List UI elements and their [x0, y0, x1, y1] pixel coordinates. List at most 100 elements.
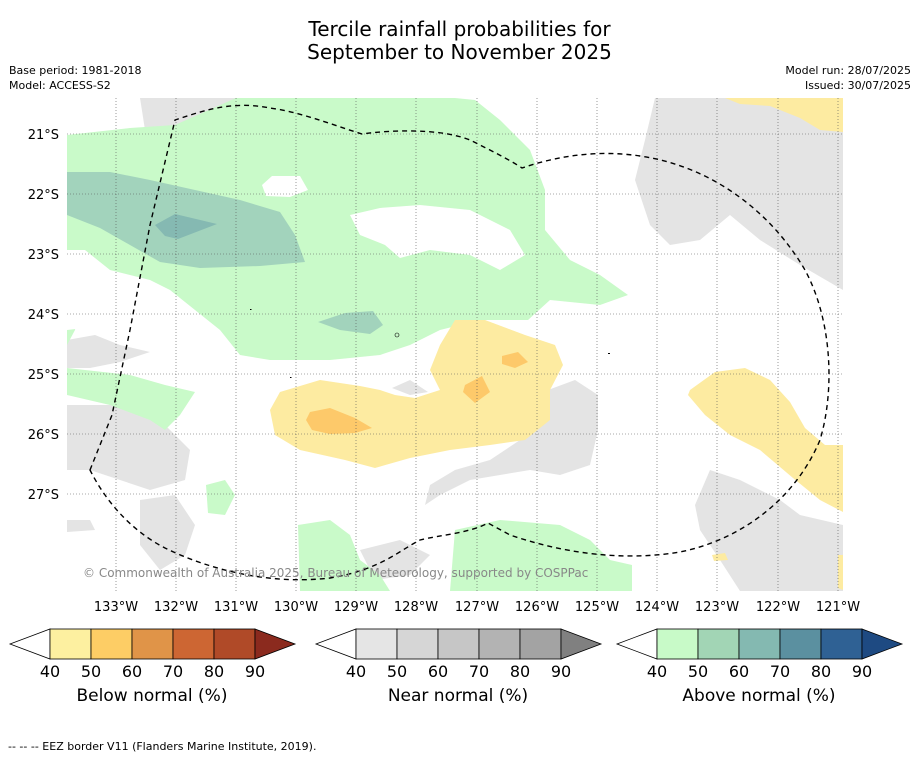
colorbar-segment — [90, 628, 133, 660]
latitude-label: 23°S — [28, 248, 59, 263]
below-normal-legend-label: Below normal (%) — [76, 686, 228, 706]
base-period: Base period: 1981-2018 — [9, 64, 142, 77]
below-normal-40-patch — [725, 98, 843, 132]
colorbar-tick-label: 40 — [647, 662, 667, 681]
title-line-1: Tercile rainfall probabilities for — [308, 17, 611, 41]
colorbar-segment — [738, 628, 781, 660]
colorbar-tick-label: 70 — [770, 662, 790, 681]
map-speck — [394, 332, 400, 338]
colorbars: 40 50 60 70 80 90 40 50 60 70 80 90 40 50 60 70 80 90 — [8, 628, 904, 681]
colorbar-segment — [355, 628, 398, 660]
longitude-label: 126°W — [515, 600, 559, 615]
colorbar-tick-label: 40 — [40, 662, 60, 681]
colorbar-tick-label: 50 — [81, 662, 101, 681]
map-area: © Commonwealth of Australia 2025, Bureau… — [67, 98, 843, 591]
colorbar-segment — [478, 628, 521, 660]
issued-date: Issued: 30/07/2025 — [804, 79, 911, 92]
colorbar-segment — [656, 628, 699, 660]
longitude-label: 128°W — [394, 600, 438, 615]
colorbar-segment — [49, 628, 92, 660]
colorbar: 40 50 60 70 80 90 — [8, 628, 297, 681]
latitude-label: 26°S — [28, 428, 59, 443]
latitude-labels: 21°S 22°S 23°S 24°S 25°S 26°S 27°S — [28, 128, 59, 503]
title: Tercile rainfall probabilities for Septe… — [0, 18, 919, 64]
colorbar-segment — [820, 628, 863, 660]
near-normal-patch — [392, 380, 428, 395]
colorbar-high-extend — [560, 628, 603, 660]
map-speck — [608, 353, 610, 354]
longitude-labels: 133°W 132°W 131°W 130°W 129°W 128°W 127°W 126°W… — [94, 600, 860, 615]
colorbar-segment — [172, 628, 215, 660]
colorbar-low-extend — [314, 628, 357, 660]
colorbar: 40 50 60 70 80 90 — [314, 628, 603, 681]
colorbar-tick-label: 50 — [688, 662, 708, 681]
map-speck — [290, 377, 292, 378]
above-normal-40-patch — [67, 98, 628, 360]
colorbar-tick-label: 70 — [163, 662, 183, 681]
colorbar-segment — [213, 628, 256, 660]
colorbar-tick-label: 80 — [811, 662, 831, 681]
colorbar-segment — [779, 628, 822, 660]
colorbar-segment — [396, 628, 439, 660]
colorbar: 40 50 60 70 80 90 — [615, 628, 904, 681]
near-normal-legend-label: Near normal (%) — [387, 686, 529, 706]
near-normal-patch — [67, 520, 95, 532]
colorbar-tick-label: 80 — [510, 662, 530, 681]
below-normal-40-patch — [838, 555, 843, 590]
below-normal-40-patch — [712, 553, 728, 561]
gridlines — [67, 98, 843, 591]
colorbar-high-extend — [861, 628, 904, 660]
eez-footnote: -- -- -- EEZ border V11 (Flanders Marine… — [8, 740, 317, 753]
longitude-label: 123°W — [695, 600, 739, 615]
above-normal-40-patch — [67, 368, 195, 430]
longitude-label: 133°W — [94, 600, 138, 615]
latitude-label: 25°S — [28, 368, 59, 383]
longitude-label: 132°W — [154, 600, 198, 615]
below-normal-50-patch — [502, 352, 528, 368]
colorbar-tick-label: 80 — [204, 662, 224, 681]
colorbar-tick-label: 90 — [551, 662, 571, 681]
colorbar-low-extend — [8, 628, 51, 660]
near-normal-patch — [695, 470, 843, 591]
title-line-2: September to November 2025 — [307, 40, 612, 64]
near-normal-patch — [425, 380, 598, 505]
model-name: Model: ACCESS-S2 — [9, 79, 111, 92]
colorbar-tick-label: 90 — [245, 662, 265, 681]
latitude-label: 24°S — [28, 308, 59, 323]
latitude-label: 21°S — [28, 128, 59, 143]
near-normal-patch — [67, 335, 150, 368]
colorbar-high-extend — [254, 628, 297, 660]
model-run: Model run: 28/07/2025 — [785, 64, 911, 77]
above-normal-40-patch — [450, 520, 632, 591]
below-normal-50-patch — [306, 408, 372, 434]
longitude-label: 122°W — [756, 600, 800, 615]
colorbar-tick-label: 90 — [852, 662, 872, 681]
near-normal-patch — [140, 495, 195, 570]
no-signal-patch — [262, 176, 308, 197]
above-normal-40-patch — [206, 480, 235, 515]
colorbar-tick-label: 40 — [346, 662, 366, 681]
longitude-label: 127°W — [455, 600, 499, 615]
near-normal-patch — [360, 540, 430, 580]
near-normal-patch — [67, 405, 190, 490]
longitude-label: 131°W — [214, 600, 258, 615]
below-normal-40-patch — [688, 368, 843, 512]
colorbar-tick-label: 60 — [122, 662, 142, 681]
above-normal-40-patch — [298, 520, 390, 591]
above-normal-regions — [67, 98, 632, 591]
no-signal-patch — [67, 270, 140, 330]
above-normal-legend-label: Above normal (%) — [682, 686, 836, 706]
copyright-note: © Commonwealth of Australia 2025, Bureau… — [83, 566, 588, 580]
longitude-label: 121°W — [816, 600, 860, 615]
colorbar-segment — [697, 628, 740, 660]
meta-right: Model run: 28/07/2025 Issued: 30/07/2025 — [785, 63, 911, 93]
above-normal-60-patch — [155, 214, 217, 239]
longitude-label: 130°W — [274, 600, 318, 615]
map-speck — [250, 309, 252, 310]
colorbar-segment — [519, 628, 562, 660]
colorbar-tick-label: 60 — [729, 662, 749, 681]
below-normal-50-patch — [463, 376, 490, 403]
colorbar-low-extend — [615, 628, 658, 660]
below-normal-regions — [270, 98, 843, 590]
